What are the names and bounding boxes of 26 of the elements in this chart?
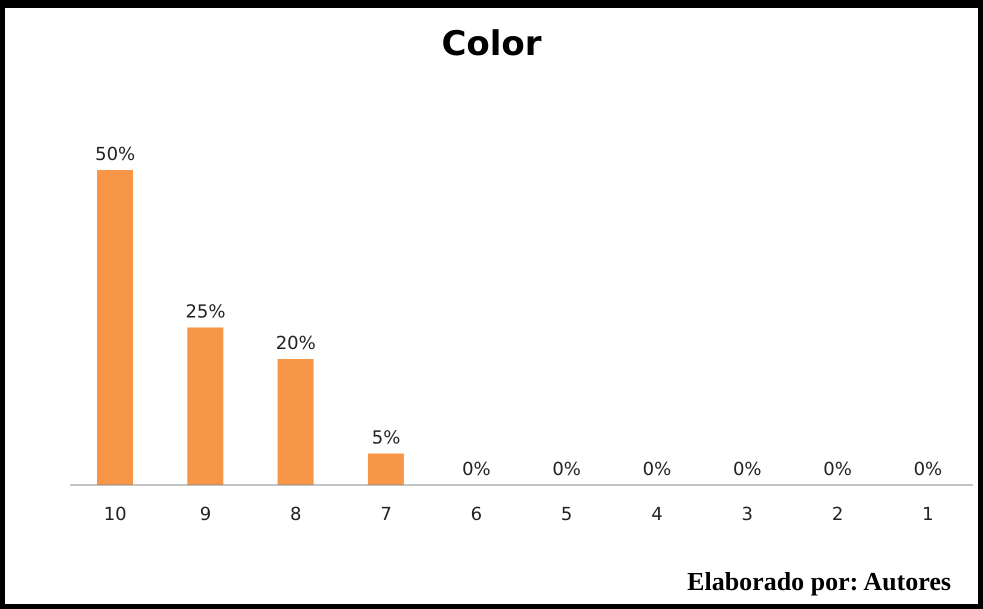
data-label: 0% xyxy=(914,458,942,480)
x-tick-label: 5 xyxy=(560,504,572,525)
data-label: 0% xyxy=(642,458,672,480)
chart-title: Color xyxy=(440,24,543,64)
bar xyxy=(368,454,404,485)
data-label: 50% xyxy=(95,144,136,165)
x-tick-label: 10 xyxy=(104,504,127,525)
x-tick-label: 3 xyxy=(742,504,753,525)
x-tick-label: 6 xyxy=(470,504,482,525)
data-label: 0% xyxy=(462,458,491,480)
text: Elaborado por: Autores xyxy=(687,567,951,597)
bar xyxy=(187,328,224,485)
data-label: 0% xyxy=(823,458,852,480)
data-label: 20% xyxy=(276,332,316,354)
data-label: 0% xyxy=(552,458,581,480)
x-tick-label: 9 xyxy=(200,504,212,525)
x-tick-label: 7 xyxy=(380,504,392,525)
data-label: 5% xyxy=(372,427,400,448)
data-label: 25% xyxy=(185,301,226,322)
bar xyxy=(97,170,133,485)
data-label: 0% xyxy=(732,458,762,480)
x-tick-label: 1 xyxy=(922,504,934,525)
x-tick-label: 2 xyxy=(832,504,844,525)
x-tick-label: 4 xyxy=(651,504,663,525)
x-tick-label: 8 xyxy=(290,504,302,525)
bar xyxy=(278,359,314,485)
